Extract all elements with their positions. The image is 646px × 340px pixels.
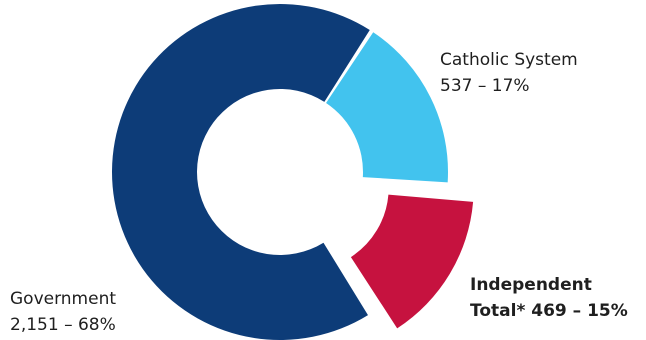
label-independent-name: Independent [470, 275, 592, 295]
label-catholic-name: Catholic System [440, 50, 578, 70]
label-government: Government 2,151 – 68% [10, 286, 116, 338]
donut-slice-government [112, 4, 370, 340]
label-catholic-system: Catholic System 537 – 17% [440, 47, 578, 99]
donut-slice-independent-total [350, 194, 474, 329]
label-independent: Independent Total* 469 – 15% [470, 272, 628, 324]
label-government-value: 2,151 – 68% [10, 315, 116, 335]
label-independent-value: Total* 469 – 15% [470, 301, 628, 321]
donut-slice-catholic-system [326, 32, 449, 183]
label-government-name: Government [10, 289, 117, 309]
label-catholic-value: 537 – 17% [440, 76, 530, 96]
